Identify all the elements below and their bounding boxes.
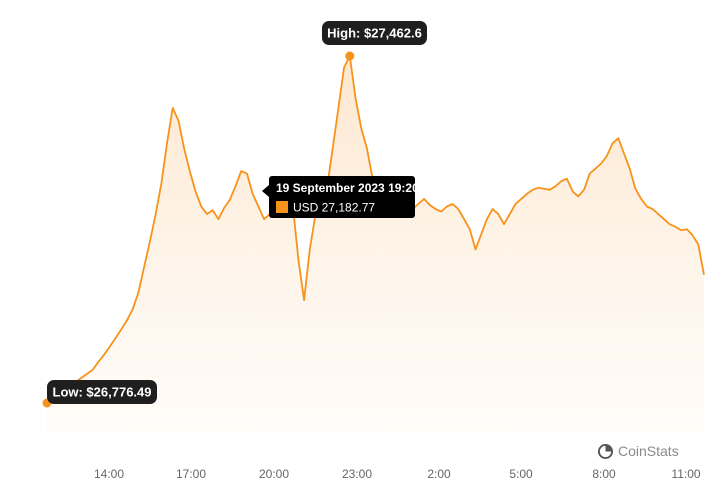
price-area-fill [47, 56, 704, 432]
high-label: High: $27,462.6 [322, 21, 427, 45]
x-tick-label: 2:00 [427, 467, 451, 481]
tooltip-title: 19 September 2023 19:20 [276, 181, 419, 195]
watermark-text: CoinStats [618, 443, 679, 459]
low-label-text: Low: $26,776.49 [53, 385, 152, 400]
x-tick-label: 20:00 [259, 467, 289, 481]
x-tick-label: 8:00 [592, 467, 616, 481]
tooltip-swatch [276, 201, 288, 213]
tooltip-value: USD 27,182.77 [293, 201, 375, 215]
low-label: Low: $26,776.49 [47, 380, 157, 404]
x-tick-label: 23:00 [342, 467, 372, 481]
x-tick-label: 17:00 [176, 467, 206, 481]
x-tick-label: 5:00 [509, 467, 533, 481]
x-tick-label: 11:00 [671, 467, 700, 481]
x-tick-label: 14:00 [94, 467, 124, 481]
high-label-text: High: $27,462.6 [327, 26, 422, 41]
coinstats-watermark: CoinStats [598, 443, 679, 459]
high-point-marker [345, 51, 355, 61]
x-axis: 14:00 17:00 20:00 23:00 2:00 5:00 8:00 11:00 [94, 467, 701, 481]
coinstats-logo-icon [598, 443, 613, 459]
tooltip: 19 September 2023 19:20 USD 27,182.77 [262, 176, 419, 218]
